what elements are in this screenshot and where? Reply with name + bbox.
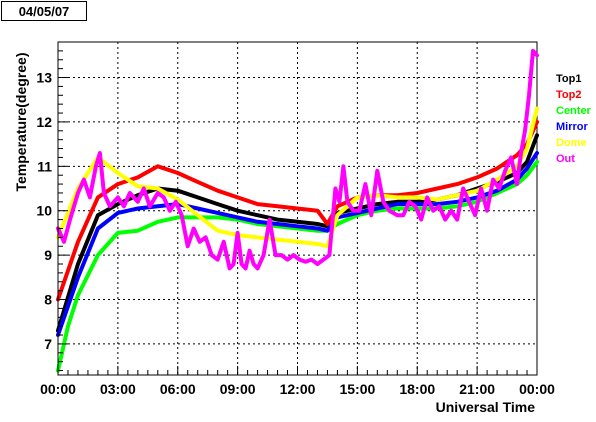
series-line-mirror	[56, 151, 539, 337]
x-tick-label: 00:00	[40, 381, 76, 397]
y-tick-label: 12	[36, 114, 52, 130]
x-tick-label: 03:00	[100, 381, 136, 397]
x-tick-label: 09:00	[220, 381, 256, 397]
y-tick-label: 10	[36, 203, 52, 219]
x-tick-label: 06:00	[160, 381, 196, 397]
x-tick-label: 00:00	[519, 381, 555, 397]
x-tick-label: 21:00	[459, 381, 495, 397]
y-tick-label: 8	[44, 292, 52, 308]
legend-entry-top1: Top1	[556, 73, 581, 85]
series-line-top2	[56, 119, 539, 302]
legend-entry-top2: Top2	[556, 89, 581, 101]
y-tick-label: 11	[37, 158, 52, 174]
series-lines	[56, 48, 539, 373]
legend: Top1 Top2 Center Mirror Dome Out	[556, 73, 592, 165]
date-label: 04/05/07	[1, 1, 87, 21]
x-axis-title: Universal Time	[436, 399, 536, 415]
y-tick-label: 13	[36, 70, 52, 86]
series-line-center	[56, 159, 539, 373]
axes: 00:00 03:00 06:00 09:00 12:00 15:00 18:00 21:00…	[36, 41, 555, 397]
y-tick-label: 9	[44, 247, 52, 263]
y-tick-label: 7	[44, 336, 52, 352]
legend-entry-mirror: Mirror	[556, 121, 589, 133]
x-tick-label: 12:00	[280, 381, 316, 397]
series-line-out	[56, 48, 539, 271]
legend-entry-dome: Dome	[556, 137, 587, 149]
y-axis-title: Temperature(degree)	[13, 52, 29, 191]
legend-entry-out: Out	[556, 153, 575, 165]
x-tick-label: 18:00	[399, 381, 435, 397]
x-tick-label: 15:00	[339, 381, 375, 397]
legend-entry-center: Center	[556, 105, 592, 117]
